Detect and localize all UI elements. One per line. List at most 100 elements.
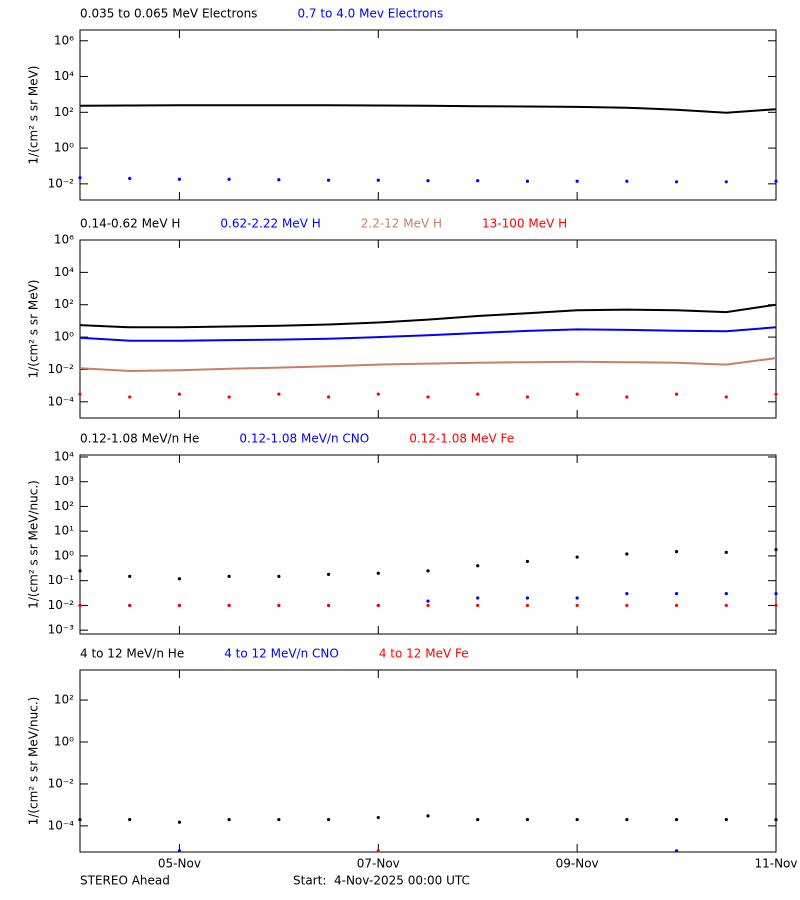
data-point — [476, 596, 480, 600]
legend-entry: 2.2-12 MeV H — [361, 217, 442, 231]
y-tick-label: 10⁻³ — [48, 623, 75, 637]
data-point — [177, 577, 182, 581]
data-point — [326, 572, 331, 576]
data-point — [774, 179, 778, 183]
y-tick-label: 10⁻² — [48, 598, 75, 612]
data-point — [575, 603, 579, 608]
legend-entry: 0.7 to 4.0 Mev Electrons — [297, 7, 443, 21]
data-point — [625, 817, 629, 822]
data-point — [476, 603, 480, 608]
data-point — [177, 603, 182, 608]
data-point — [128, 817, 132, 822]
y-tick-label: 10⁴ — [54, 449, 74, 463]
data-point — [724, 550, 728, 554]
data-point — [177, 392, 182, 396]
data-point — [575, 392, 579, 396]
data-point — [674, 849, 679, 853]
data-point — [476, 392, 480, 396]
data-point — [78, 392, 82, 396]
series-line — [79, 357, 777, 373]
legend-entry: 0.035 to 0.065 MeV Electrons — [80, 7, 257, 21]
data-point — [128, 603, 132, 608]
y-tick-label: 10¹ — [54, 524, 74, 538]
x-tick-label: 07-Nov — [357, 857, 400, 871]
data-point — [227, 574, 231, 578]
legend-entry: 0.62-2.22 MeV H — [220, 217, 320, 231]
y-tick-label: 10⁶ — [54, 33, 74, 47]
data-point — [277, 603, 281, 608]
data-point — [426, 179, 430, 183]
data-point — [674, 549, 679, 554]
y-tick-label: 10⁻¹ — [48, 573, 75, 587]
data-point — [227, 817, 231, 822]
data-point — [774, 603, 778, 608]
data-point — [575, 555, 579, 559]
data-point — [525, 817, 530, 822]
data-point — [78, 603, 82, 608]
y-axis-label: 1/(cm² s sr MeV) — [27, 66, 41, 165]
y-tick-label: 10⁰ — [54, 141, 74, 155]
y-tick-label: 10⁻² — [48, 362, 75, 376]
data-point — [426, 603, 430, 608]
data-point — [376, 178, 380, 182]
data-point — [774, 548, 778, 552]
legend-entry: 4 to 12 MeV/n He — [80, 647, 184, 661]
data-point — [724, 592, 728, 596]
data-point — [277, 392, 281, 396]
data-point — [625, 395, 629, 399]
data-point — [177, 849, 182, 853]
plot-frame — [79, 239, 777, 419]
y-tick-label: 10² — [54, 499, 74, 513]
legend-entry: 0.12-1.08 MeV Fe — [409, 432, 514, 446]
data-point — [277, 574, 281, 578]
data-point — [674, 592, 679, 596]
data-point — [525, 395, 530, 399]
data-point — [376, 603, 380, 608]
plot-frame — [79, 454, 777, 635]
data-point — [227, 395, 231, 399]
y-tick-label: 10⁴ — [54, 69, 74, 83]
data-point — [724, 817, 728, 822]
y-axis-label: 1/(cm² s sr MeV/nuc.) — [27, 697, 41, 826]
plot-frame — [79, 669, 777, 853]
data-point — [78, 176, 82, 180]
data-point — [128, 395, 132, 399]
y-tick-label: 10⁰ — [54, 734, 74, 748]
data-point — [724, 603, 728, 608]
data-point — [525, 596, 530, 600]
data-point — [277, 817, 281, 822]
data-point — [774, 392, 778, 396]
data-point — [674, 603, 679, 608]
data-point — [78, 569, 82, 573]
data-point — [426, 569, 430, 573]
data-point — [674, 392, 679, 396]
data-point — [625, 552, 629, 556]
data-point — [376, 392, 380, 396]
y-tick-label: 10⁴ — [54, 265, 74, 279]
y-tick-label: 10⁰ — [54, 330, 74, 344]
data-point — [426, 395, 430, 399]
plot-frame — [79, 29, 777, 201]
data-point — [227, 177, 231, 181]
series-line — [79, 104, 777, 114]
data-point — [426, 814, 430, 818]
legend-entry: 13-100 MeV H — [482, 217, 567, 231]
y-tick-label: 10⁻² — [48, 776, 75, 790]
data-point — [525, 559, 530, 564]
data-point — [476, 564, 480, 568]
data-point — [177, 820, 182, 824]
legend-entry: 0.12-1.08 MeV/n CNO — [239, 432, 369, 446]
data-point — [128, 574, 132, 578]
data-point — [674, 180, 679, 184]
x-tick-label: 09-Nov — [556, 857, 599, 871]
data-point — [724, 395, 728, 399]
x-tick-label: 11-Nov — [754, 857, 797, 871]
legend-entry: 4 to 12 MeV Fe — [379, 647, 469, 661]
y-tick-label: 10² — [54, 105, 74, 119]
data-point — [128, 176, 132, 181]
data-point — [476, 179, 480, 183]
y-tick-label: 10⁰ — [54, 548, 74, 562]
data-point — [376, 815, 380, 820]
